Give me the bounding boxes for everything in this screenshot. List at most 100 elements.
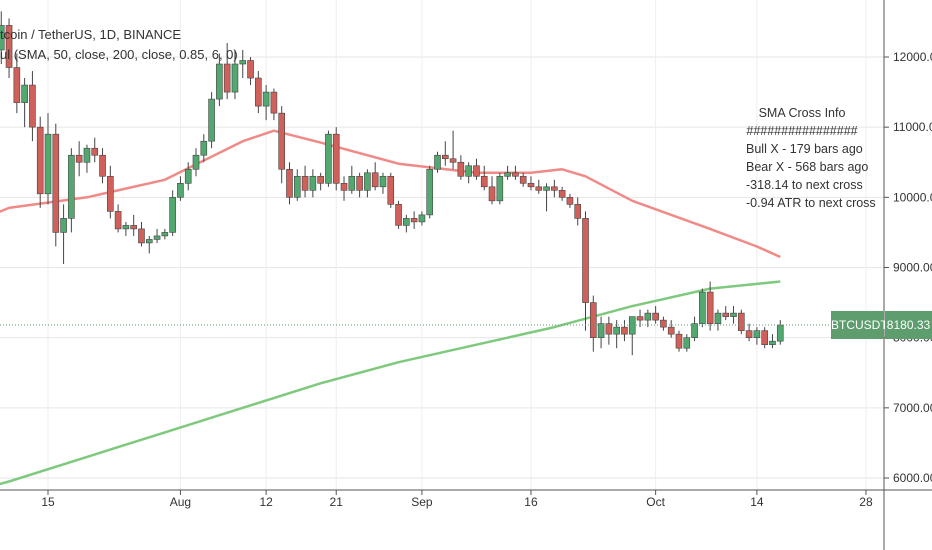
candle bbox=[636, 309, 644, 328]
candle-body-down bbox=[574, 204, 582, 219]
info-separator: ################ bbox=[746, 124, 858, 138]
candle-body-up bbox=[691, 323, 698, 338]
candle-body-down bbox=[667, 326, 675, 335]
candle-body-down bbox=[722, 312, 730, 317]
candle bbox=[582, 211, 589, 331]
candle-body-down bbox=[255, 77, 262, 107]
candle-body-up bbox=[216, 63, 223, 100]
candle bbox=[138, 221, 145, 247]
candle bbox=[107, 165, 114, 219]
candle bbox=[309, 169, 317, 198]
candle bbox=[161, 228, 169, 240]
candle bbox=[325, 130, 332, 187]
candle bbox=[348, 165, 356, 194]
candle-body-up bbox=[426, 168, 434, 216]
candle bbox=[371, 162, 379, 191]
candle-body-up bbox=[325, 133, 332, 184]
candle-body-down bbox=[473, 165, 480, 177]
candle-body-down bbox=[761, 330, 768, 345]
candle bbox=[356, 172, 363, 198]
candle bbox=[675, 330, 683, 352]
candle-body-up bbox=[776, 324, 784, 342]
candle bbox=[60, 204, 67, 264]
candle bbox=[301, 165, 309, 198]
candle bbox=[667, 320, 675, 338]
candle bbox=[449, 130, 457, 170]
candle-body-down bbox=[605, 323, 613, 335]
candle-body-down bbox=[652, 312, 659, 321]
candle bbox=[130, 214, 137, 236]
candle bbox=[364, 169, 371, 198]
x-tick-label: 21 bbox=[330, 495, 344, 509]
candle-body-down bbox=[332, 133, 340, 184]
x-tick-label: 15 bbox=[41, 495, 55, 509]
candle bbox=[255, 71, 262, 114]
candle bbox=[239, 49, 247, 79]
candle bbox=[465, 162, 472, 184]
info-bear-cross: Bear X - 568 bars ago bbox=[746, 160, 869, 174]
candle bbox=[512, 165, 519, 180]
candle bbox=[75, 141, 83, 177]
candle-body-up bbox=[714, 312, 722, 324]
candle-body-down bbox=[5, 25, 13, 68]
candle-body-up bbox=[192, 154, 200, 170]
x-tick-label: 12 bbox=[259, 495, 273, 509]
candle-body-down bbox=[52, 133, 60, 233]
candle bbox=[566, 193, 574, 208]
candle-body-down bbox=[270, 91, 278, 114]
candle bbox=[753, 327, 761, 345]
candle-body-down bbox=[558, 190, 566, 198]
candle bbox=[551, 179, 558, 198]
candle-body-up bbox=[184, 168, 192, 184]
candle bbox=[52, 123, 60, 247]
candle bbox=[0, 11, 5, 65]
candle bbox=[621, 320, 628, 342]
candle bbox=[208, 92, 215, 149]
candle-body-up bbox=[434, 154, 441, 170]
candle-body-down bbox=[247, 60, 254, 79]
candle bbox=[247, 57, 254, 86]
candle-body-up bbox=[543, 186, 550, 191]
candle-body-down bbox=[535, 186, 543, 191]
y-tick-label: 10000.00 bbox=[893, 190, 932, 204]
candle bbox=[270, 88, 278, 121]
candle-body-up bbox=[418, 214, 426, 223]
candle bbox=[68, 148, 75, 233]
candle bbox=[21, 78, 28, 128]
candle bbox=[99, 148, 106, 184]
candle-body-down bbox=[621, 326, 628, 335]
candle bbox=[293, 169, 301, 201]
candle-body-down bbox=[745, 330, 753, 338]
candle-body-down bbox=[107, 175, 114, 212]
candle bbox=[83, 144, 91, 173]
chart-legend: tcoin / TetherUS, 1D, BINANCE ul (SMA, 5… bbox=[0, 25, 238, 65]
y-tick-label: 12000.00 bbox=[893, 50, 932, 64]
candle bbox=[488, 176, 496, 205]
x-tick-label: 16 bbox=[524, 495, 538, 509]
candle bbox=[177, 176, 184, 201]
candle-body-down bbox=[114, 211, 122, 230]
info-price-to-cross: -318.14 to next cross bbox=[746, 178, 863, 192]
candle-body-up bbox=[309, 175, 317, 191]
candle-body-up bbox=[122, 225, 130, 230]
x-tick-label: Aug bbox=[170, 495, 191, 509]
candle bbox=[332, 127, 340, 191]
candle bbox=[597, 316, 605, 349]
candle bbox=[395, 200, 402, 229]
x-tick-label: 14 bbox=[750, 495, 764, 509]
candle-body-down bbox=[99, 154, 106, 177]
candle-body-down bbox=[512, 172, 519, 177]
candle-body-down bbox=[36, 126, 44, 195]
candle bbox=[660, 316, 667, 331]
candle-body-down bbox=[519, 175, 527, 184]
candle bbox=[114, 204, 122, 233]
candle bbox=[278, 106, 286, 184]
candle bbox=[543, 183, 550, 212]
candle-body-down bbox=[138, 228, 145, 244]
candle-body-up bbox=[613, 326, 620, 335]
candle bbox=[699, 288, 706, 328]
candle-body-down bbox=[286, 168, 293, 198]
candle-body-up bbox=[496, 175, 504, 202]
candle-body-down bbox=[441, 154, 449, 160]
